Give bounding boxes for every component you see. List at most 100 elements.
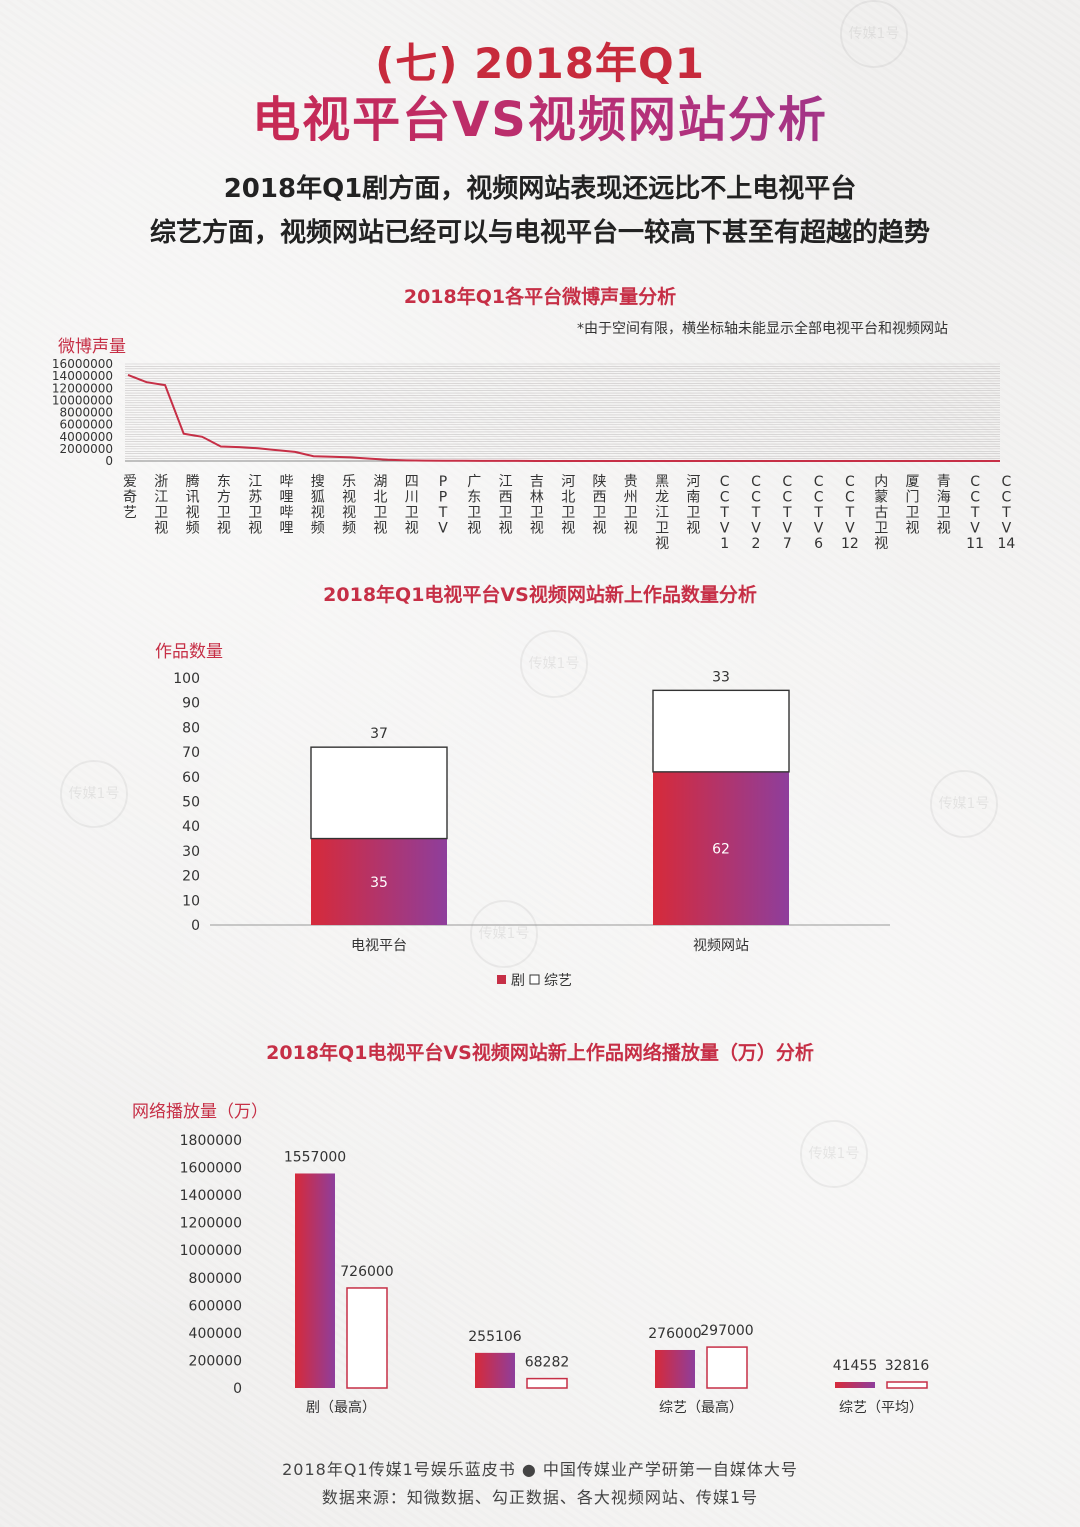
chart1-weibo-volume-line-chart: 1600000014000000120000001000000080000006… <box>52 357 1015 552</box>
chart3-data-label-online: 297000 <box>700 1323 753 1339</box>
chart2-bar-variety <box>310 746 448 840</box>
chart1-x-tick-label: 贵州卫视 <box>624 474 638 537</box>
watermark-seal: 传媒1号 <box>520 630 588 698</box>
chart3-data-label-online: 68282 <box>525 1355 570 1371</box>
chart1-x-tick-label: 吉林卫视 <box>530 474 544 537</box>
chart2-data-label-drama: 62 <box>712 841 730 857</box>
chart1-x-tick-label: C C T V 12 <box>841 474 859 552</box>
chart3-bar-online <box>706 1346 748 1389</box>
chart2-new-works-stacked-bar-chart: 10090807060504030201003537电视平台6233视频网站剧综… <box>173 669 890 989</box>
chart1-x-tick-label: 湖北卫视 <box>373 474 387 537</box>
chart2-title: 2018年Q1电视平台VS视频网站新上作品数量分析 <box>323 584 757 606</box>
chart2-y-tick-label: 60 <box>182 770 200 786</box>
chart2-data-label-variety: 37 <box>370 726 388 742</box>
footer-line1: 2018年Q1传媒1号娱乐蓝皮书 ● 中国传媒业产学研第一自媒体大号 <box>282 1460 798 1479</box>
chart1-x-tick-label: 陕西卫视 <box>593 474 607 537</box>
chart3-data-label-tv: 41455 <box>833 1358 878 1374</box>
chart1-y-tick-label: 14000000 <box>52 369 113 383</box>
chart1-y-tick-label: 8000000 <box>60 406 113 420</box>
chart1-y-tick-label: 10000000 <box>52 393 113 407</box>
chart3-bar-tv <box>655 1349 695 1388</box>
chart3-play-count-bar-chart: 1800000 1600000 1400000 1200000 1000000 80000… <box>180 1133 930 1416</box>
chart1-y-tick-label: 0 <box>105 454 113 468</box>
chart2-data-label-drama: 35 <box>370 875 388 891</box>
chart1-x-tick-label: C C T V 14 <box>997 474 1015 552</box>
chart1-y-tick-label: 16000000 <box>52 357 113 371</box>
watermark-seal: 传媒1号 <box>60 760 128 828</box>
chart2-legend-swatch-drama <box>497 975 506 984</box>
chart3-category-label: 综艺（最高） <box>659 1399 743 1416</box>
chart3-y-tick-label: 600000 <box>189 1298 242 1314</box>
chart1-x-tick-label: 乐视视频 <box>342 474 356 537</box>
chart3-y-tick-label: 1800000 <box>180 1133 242 1149</box>
chart1-x-tick-label: 黑龙江卫视 <box>655 474 669 552</box>
chart3-y-tick-label: 1600000 <box>180 1161 242 1177</box>
chart2-y-tick-label: 0 <box>191 918 200 934</box>
page-title-line2: 电视平台VS视频网站分析 <box>0 80 1080 150</box>
watermark-seal: 传媒1号 <box>800 1120 868 1188</box>
chart2-bar-variety <box>652 689 790 773</box>
chart1-y-axis-label: 微博声量 <box>58 337 126 357</box>
chart1-x-tick-label: 江西卫视 <box>499 474 513 537</box>
chart2-category-label: 电视平台 <box>351 938 407 954</box>
chart3-bar-online <box>346 1287 388 1389</box>
chart1-x-tick-label: 河南卫视 <box>686 474 700 537</box>
chart2-y-tick-label: 30 <box>182 844 200 860</box>
chart1-title: 2018年Q1各平台微博声量分析 <box>403 286 677 308</box>
watermark-text: 传媒1号 <box>68 786 120 802</box>
chart1-x-tick-label: C C T V 11 <box>966 474 984 552</box>
chart2-legend-label-variety: 综艺 <box>544 973 572 989</box>
chart1-x-tick-label: 搜狐视频 <box>311 474 325 537</box>
chart2-y-tick-label: 50 <box>182 795 200 811</box>
chart1-x-tick-label: 哔哩哔哩 <box>280 474 294 537</box>
chart2-y-tick-label: 80 <box>182 720 200 736</box>
chart3-y-tick-label: 1000000 <box>180 1243 242 1259</box>
chart1-x-tick-label: 爱奇艺 <box>123 474 137 521</box>
chart2-y-tick-label: 100 <box>173 671 200 687</box>
chart2-legend-swatch-variety <box>529 974 540 985</box>
chart1-x-tick-label: 江苏卫视 <box>248 474 262 537</box>
chart3-data-label-online: 726000 <box>340 1264 393 1280</box>
footer-line2: 数据来源：知微数据、勾正数据、各大视频网站、传媒1号 <box>321 1488 759 1507</box>
chart3-bar-tv <box>475 1352 515 1388</box>
chart1-x-tick-label: 河北卫视 <box>561 474 575 537</box>
chart1-x-tick-label: 腾讯视频 <box>186 473 200 537</box>
page-title-line1: (七) 2018年Q1 <box>375 39 705 88</box>
watermark-text: 传媒1号 <box>528 656 580 672</box>
chart1-x-tick-label: 四川卫视 <box>405 474 419 537</box>
chart2-data-label-variety: 33 <box>712 669 730 685</box>
watermark-text: 传媒1号 <box>478 926 530 942</box>
chart1-x-tick-label: 浙江卫视 <box>154 474 168 537</box>
chart3-data-label-tv: 276000 <box>648 1326 701 1342</box>
chart3-bar-online <box>886 1381 928 1389</box>
chart3-y-tick-label: 1400000 <box>180 1188 242 1204</box>
chart2-bar-drama <box>653 771 789 925</box>
chart3-category-label: 剧（最高） <box>306 1399 376 1416</box>
chart3-y-tick-label: 0 <box>233 1381 242 1397</box>
chart3-bar-tv <box>295 1173 335 1388</box>
chart3-data-label-tv: 255106 <box>468 1329 522 1345</box>
chart1-y-tick-label: 12000000 <box>52 381 113 395</box>
chart1-y-tick-label: 4000000 <box>60 430 113 444</box>
watermark-seal: 传媒1号 <box>930 770 998 838</box>
chart2-y-tick-label: 40 <box>182 819 200 835</box>
chart3-bar-online <box>526 1377 568 1389</box>
chart1-note: *由于空间有限，横坐标轴未能显示全部电视平台和视频网站 <box>577 321 948 337</box>
chart2-bar-drama <box>311 838 447 925</box>
watermark-seal: 传媒1号 <box>470 900 538 968</box>
chart1-y-tick-label: 2000000 <box>60 442 113 456</box>
chart3-bar-tv <box>835 1382 875 1388</box>
chart2-y-tick-label: 10 <box>182 893 200 909</box>
watermark-seal: 传媒1号 <box>840 0 908 68</box>
subtitle-line2: 综艺方面，视频网站已经可以与电视平台一较高下甚至有超越的趋势 <box>149 218 930 248</box>
chart1-x-tick-label: 内蒙古卫视 <box>874 474 888 552</box>
subtitle-line1: 2018年Q1剧方面，视频网站表现还远比不上电视平台 <box>223 174 857 204</box>
chart2-y-tick-label: 20 <box>182 869 200 885</box>
chart3-data-label-tv: 1557000 <box>284 1149 346 1165</box>
